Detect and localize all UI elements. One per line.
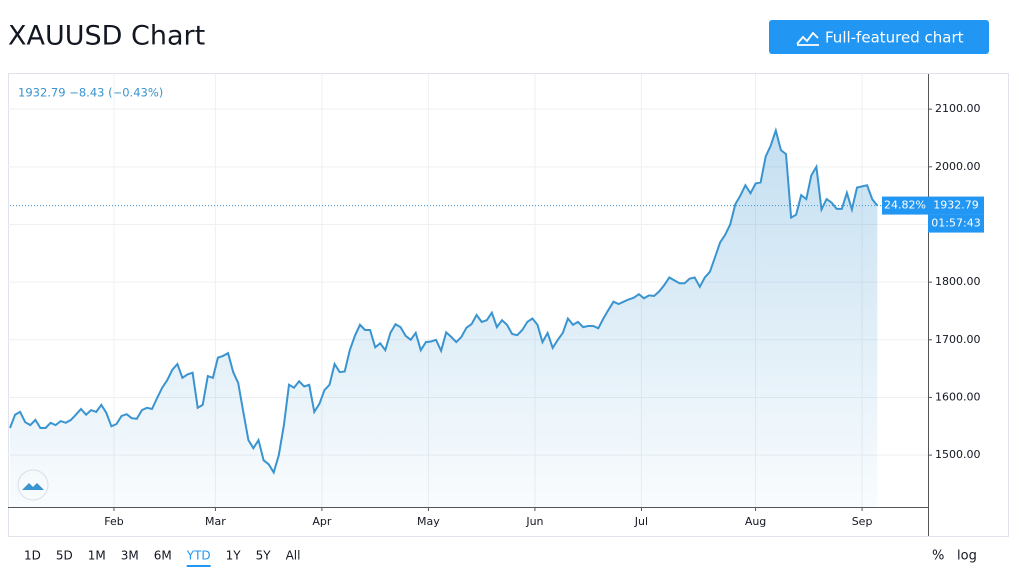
x-tick-label: Feb <box>104 515 123 528</box>
range-button[interactable]: 5Y <box>256 549 272 563</box>
log-toggle[interactable]: log <box>957 549 977 564</box>
range-button[interactable]: 5D <box>56 549 73 563</box>
y-tick-label: 1700.00 <box>935 333 981 346</box>
last-price: 1932.79 <box>933 199 979 212</box>
area <box>10 130 878 507</box>
countdown: 01:57:43 <box>931 217 980 230</box>
y-tick-label: 1600.00 <box>935 390 981 403</box>
legend: 1932.79 −8.43 (−0.43%) <box>18 86 163 100</box>
x-tick-label: Apr <box>312 515 332 528</box>
y-tick-label: 2100.00 <box>935 102 981 115</box>
y-tick-label: 1800.00 <box>935 275 981 288</box>
button-label[interactable]: Full-featured chart <box>825 29 964 47</box>
full-chart-button[interactable] <box>769 20 989 54</box>
x-tick-label: Mar <box>205 515 226 528</box>
button-icon <box>796 31 819 46</box>
x-tick-label: Jun <box>525 515 543 528</box>
range-button[interactable]: 1Y <box>226 549 242 563</box>
range-button[interactable]: 1M <box>88 549 106 563</box>
x-tick-label: Jul <box>634 515 648 528</box>
header-title: XAUUSD Chart <box>8 21 205 52</box>
last-price-box <box>928 196 984 215</box>
y-tick-label: 2000.00 <box>935 160 981 173</box>
range-button[interactable]: 1D <box>24 549 41 563</box>
range-button[interactable]: YTD <box>186 549 211 563</box>
range-button[interactable]: 6M <box>154 549 172 563</box>
last-price-change: 24.82% <box>884 199 926 212</box>
x-tick-label: Aug <box>745 515 766 528</box>
y-tick-label: 1500.00 <box>935 448 981 461</box>
percent-toggle[interactable]: % <box>932 549 944 564</box>
line <box>9 126 879 475</box>
last-price-change-box <box>882 196 928 215</box>
range-button[interactable]: All <box>286 549 301 563</box>
countdown-box <box>928 214 984 233</box>
x-tick-label: Sep <box>852 515 873 528</box>
range-button[interactable]: 3M <box>121 549 139 563</box>
x-tick-label: May <box>417 515 440 528</box>
